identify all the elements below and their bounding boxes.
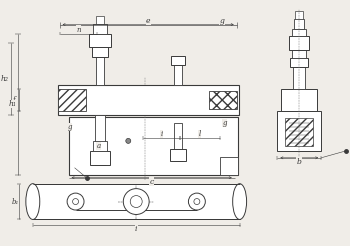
Bar xyxy=(96,115,105,165)
Circle shape xyxy=(72,199,78,204)
Bar xyxy=(294,19,304,29)
Bar xyxy=(58,85,239,115)
Bar xyxy=(290,58,308,67)
Text: c: c xyxy=(149,178,154,186)
Bar xyxy=(92,47,108,57)
Bar xyxy=(97,57,104,85)
Bar xyxy=(292,29,306,36)
Bar xyxy=(289,36,309,50)
Bar xyxy=(170,149,186,161)
Text: l: l xyxy=(199,130,201,138)
Text: a: a xyxy=(96,142,100,150)
Bar xyxy=(93,24,107,33)
Circle shape xyxy=(123,189,149,215)
Bar xyxy=(293,67,305,89)
Text: b: b xyxy=(297,158,302,166)
Bar xyxy=(33,184,240,219)
Circle shape xyxy=(67,193,84,210)
Bar xyxy=(93,141,107,151)
Bar xyxy=(76,193,197,210)
Bar xyxy=(90,33,111,47)
Bar xyxy=(278,111,321,151)
Text: i: i xyxy=(160,130,163,138)
Bar xyxy=(285,118,313,146)
Bar xyxy=(174,123,182,161)
Text: e: e xyxy=(146,16,150,25)
Bar xyxy=(220,157,238,175)
Bar xyxy=(91,151,110,165)
Text: g: g xyxy=(219,16,224,25)
Bar xyxy=(209,91,237,109)
Text: b₁: b₁ xyxy=(11,198,19,206)
Circle shape xyxy=(130,196,142,208)
Bar xyxy=(69,117,238,175)
Text: g: g xyxy=(223,119,227,127)
Bar xyxy=(281,89,317,111)
Text: g: g xyxy=(67,123,72,131)
Text: n: n xyxy=(76,26,81,33)
Bar xyxy=(97,15,104,24)
Circle shape xyxy=(126,138,131,143)
Circle shape xyxy=(188,193,205,210)
Text: h₁: h₁ xyxy=(9,100,17,108)
Text: f: f xyxy=(13,96,15,104)
Text: h₂: h₂ xyxy=(1,75,9,83)
Circle shape xyxy=(194,199,200,204)
Ellipse shape xyxy=(26,184,40,219)
Bar xyxy=(58,89,85,111)
Bar xyxy=(174,65,182,85)
Ellipse shape xyxy=(233,184,247,219)
Bar xyxy=(295,11,303,19)
Text: i: i xyxy=(135,225,138,233)
Bar xyxy=(292,50,306,58)
Bar xyxy=(171,56,185,65)
